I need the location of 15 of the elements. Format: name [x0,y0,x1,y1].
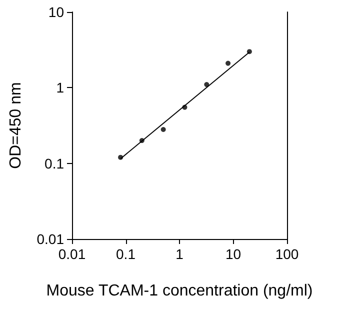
point [204,82,210,88]
y-tick-label: 1 [56,80,64,96]
y-tick-label: 10 [48,4,64,20]
point [160,127,166,132]
point [226,60,231,66]
x-tick-label: 0.01 [58,246,86,262]
x-tick-label: 1 [176,246,184,262]
x-tick-label: 0.1 [116,246,136,262]
x-tick-label: 100 [275,246,299,262]
y-tick-label: 0.1 [44,155,64,172]
point [246,49,252,54]
y-tick-label: 0.01 [36,231,64,247]
x-tick-label: 10 [225,246,242,262]
y-axis-title: OD=450 nm [8,82,24,169]
x-axis-title: Mouse TCAM-1 concentration (ng/ml) [46,282,313,300]
